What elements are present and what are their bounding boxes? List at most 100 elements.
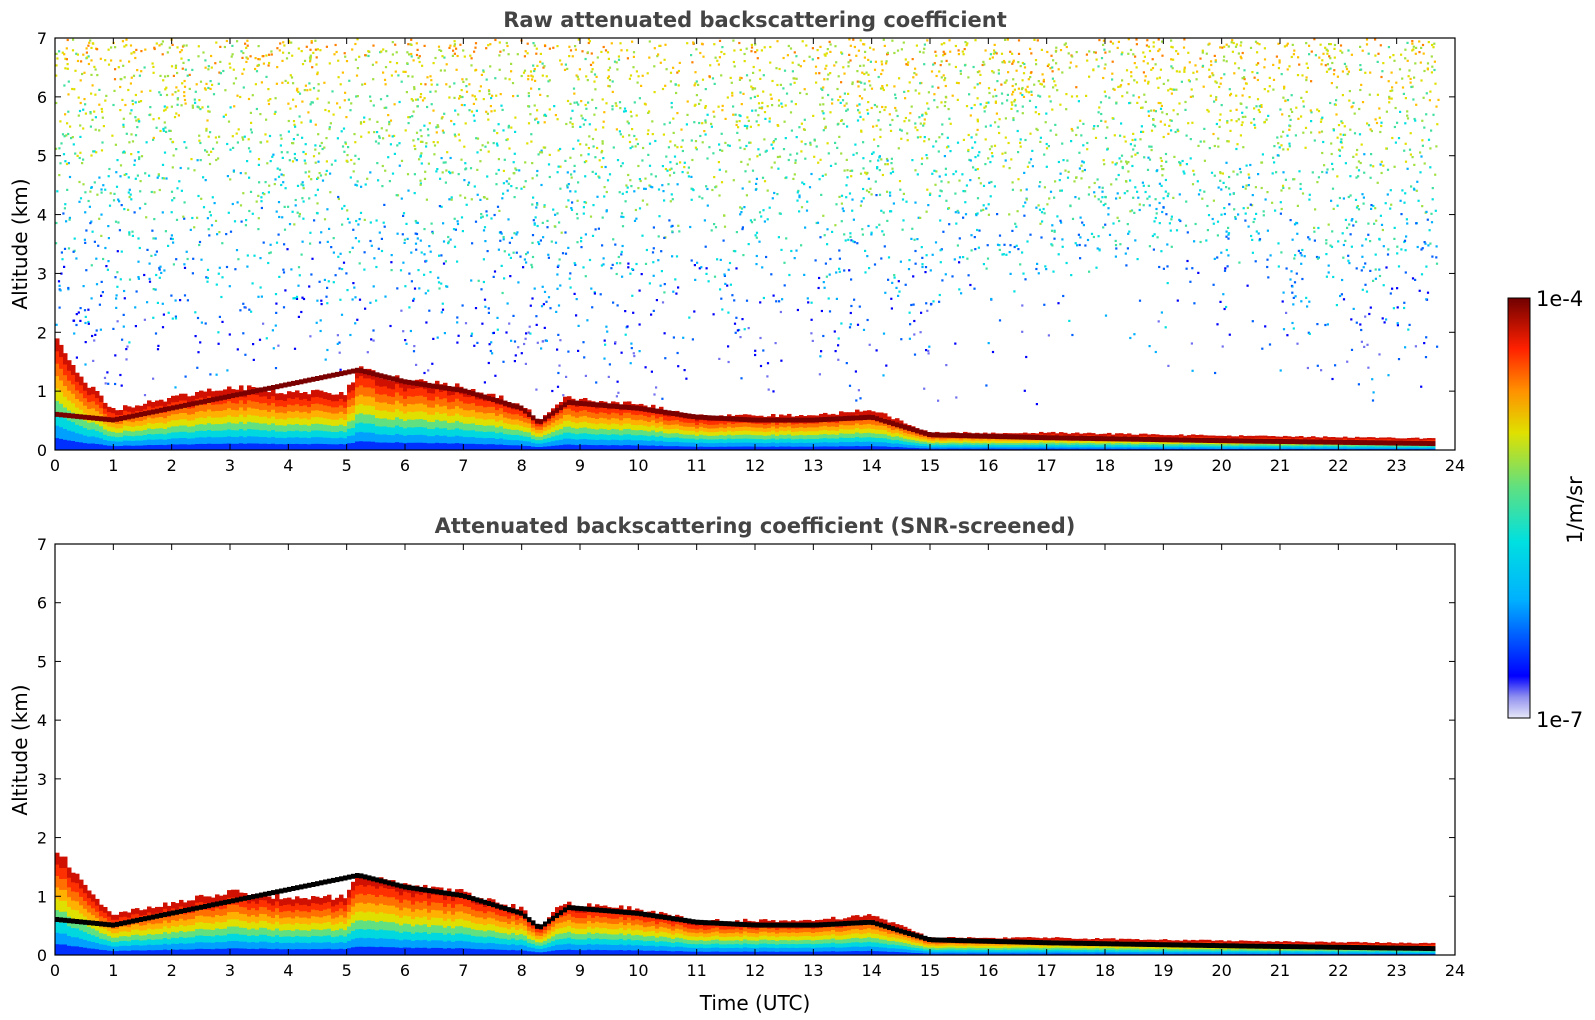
noise-dot: [254, 67, 257, 71]
noise-dot: [1055, 133, 1058, 136]
noise-dot: [453, 45, 456, 48]
noise-dot: [225, 39, 228, 43]
noise-dot: [55, 323, 58, 326]
noise-dot: [825, 64, 828, 67]
noise-dot: [616, 159, 620, 162]
noise-dot: [1178, 161, 1181, 164]
noise-dot: [1285, 311, 1288, 314]
noise-dot: [499, 239, 502, 242]
noise-dot: [410, 98, 413, 101]
noise-dot: [934, 50, 937, 53]
noise-dot: [102, 184, 105, 187]
noise-dot: [840, 119, 844, 122]
noise-dot: [1256, 51, 1259, 54]
noise-dot: [1171, 67, 1174, 70]
noise-dot: [287, 39, 291, 42]
noise-dot: [1357, 169, 1361, 172]
noise-dot: [1420, 155, 1423, 158]
noise-dot: [891, 170, 895, 173]
noise-dot: [1250, 121, 1253, 124]
noise-dot: [242, 332, 245, 335]
noise-dot: [1012, 78, 1015, 81]
noise-dot: [749, 125, 752, 128]
noise-dot: [74, 152, 77, 155]
noise-dot: [910, 105, 913, 108]
noise-dot: [1420, 79, 1423, 82]
noise-dot: [740, 77, 743, 80]
noise-dot: [1004, 38, 1007, 41]
noise-dot: [647, 111, 650, 114]
noise-dot: [1255, 63, 1258, 66]
noise-dot: [467, 181, 471, 184]
noise-dot: [801, 181, 804, 184]
noise-dot: [1161, 111, 1164, 114]
noise-dot: [1402, 92, 1405, 95]
noise-dot: [462, 80, 465, 83]
noise-dot: [867, 224, 870, 228]
noise-dot: [814, 65, 818, 68]
noise-dot: [311, 66, 314, 69]
noise-dot: [1036, 39, 1039, 42]
noise-dot: [1039, 95, 1042, 98]
noise-dot: [848, 269, 851, 272]
noise-dot: [911, 159, 914, 162]
noise-dot: [543, 65, 546, 68]
noise-dot: [754, 234, 757, 237]
noise-dot: [1132, 94, 1135, 97]
noise-dot: [224, 113, 227, 116]
noise-dot: [1283, 45, 1286, 48]
noise-dot: [927, 91, 930, 94]
noise-dot: [1135, 43, 1138, 46]
noise-dot: [1037, 272, 1040, 275]
noise-dot: [398, 164, 401, 167]
noise-dot: [745, 299, 749, 302]
noise-dot: [98, 129, 101, 132]
noise-dot: [847, 238, 850, 241]
noise-dot: [284, 289, 287, 292]
noise-dot: [1172, 58, 1175, 61]
noise-dot: [843, 233, 846, 236]
noise-dot: [568, 55, 571, 58]
noise-dot: [531, 75, 534, 78]
noise-dot: [1219, 171, 1222, 174]
noise-dot: [60, 142, 63, 145]
noise-dot: [294, 125, 297, 128]
noise-dot: [127, 208, 130, 211]
noise-dot: [1203, 190, 1206, 193]
noise-dot: [571, 122, 574, 126]
noise-dot: [720, 74, 723, 77]
noise-dot: [376, 120, 379, 123]
noise-dot: [1235, 147, 1238, 151]
noise-dot: [301, 136, 304, 139]
noise-dot: [1308, 53, 1311, 56]
noise-dot: [153, 47, 156, 51]
noise-dot: [74, 69, 77, 72]
noise-dot: [1150, 129, 1154, 132]
noise-dot: [200, 321, 203, 324]
noise-dot: [104, 382, 107, 385]
noise-dot: [759, 336, 762, 340]
noise-dot: [632, 311, 635, 314]
noise-dot: [792, 77, 795, 80]
noise-dot: [604, 343, 607, 346]
noise-dot: [885, 364, 888, 367]
noise-dot: [172, 241, 175, 244]
noise-dot: [1240, 102, 1243, 105]
noise-dot: [453, 245, 457, 248]
noise-dot: [787, 44, 790, 48]
noise-dot: [971, 146, 974, 149]
noise-dot: [1243, 78, 1246, 81]
noise-dot: [918, 92, 921, 95]
noise-dot: [761, 266, 764, 269]
noise-dot: [242, 302, 245, 305]
noise-dot: [1203, 159, 1206, 162]
noise-dot: [84, 191, 87, 194]
noise-dot: [1383, 321, 1386, 324]
noise-dot: [1027, 78, 1030, 81]
noise-dot: [646, 132, 649, 136]
noise-dot: [978, 70, 981, 73]
noise-dot: [677, 286, 680, 289]
noise-dot: [366, 351, 369, 354]
noise-dot: [56, 57, 59, 60]
noise-dot: [284, 79, 287, 82]
